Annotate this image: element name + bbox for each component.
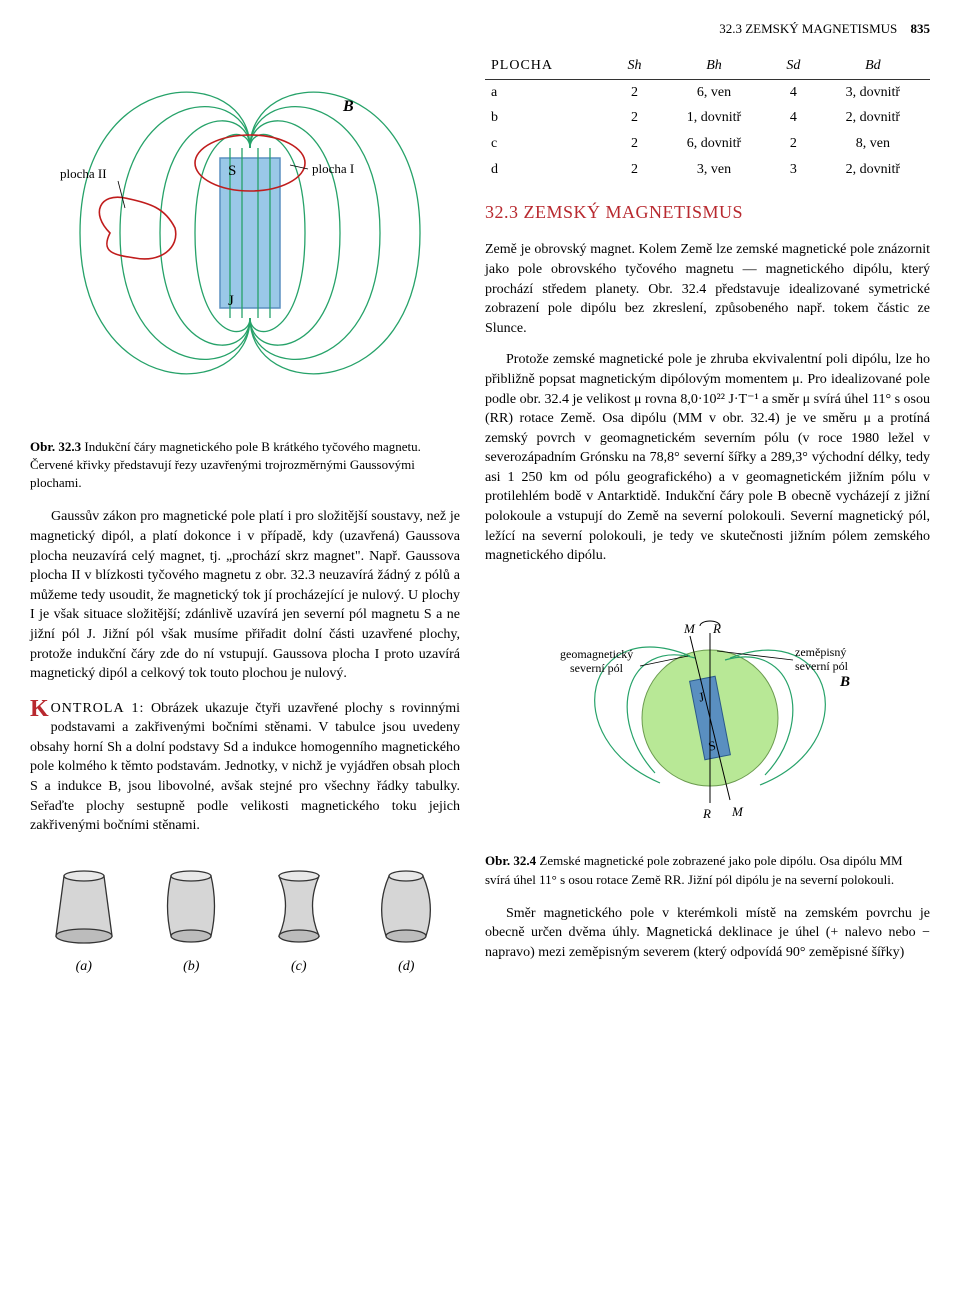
table-row: d 2 3, ven 3 2, dovnitř bbox=[485, 157, 930, 183]
table-row: a 2 6, ven 4 3, dovnitř bbox=[485, 79, 930, 105]
paragraph-gauss: Gaussův zákon pro magnetické pole platí … bbox=[30, 507, 460, 683]
shape-c: (c) bbox=[264, 856, 334, 977]
fig324-label-B: B bbox=[839, 674, 850, 690]
fig324-label-R-bot: R bbox=[702, 806, 711, 821]
shape-d: (d) bbox=[371, 856, 441, 977]
kontrola-text: Obrázek ukazuje čtyři uzavřené plochy s … bbox=[30, 701, 460, 834]
table-row: b 2 1, dovnitř 4 2, dovnitř bbox=[485, 105, 930, 131]
fig323-label-S: S bbox=[228, 163, 236, 179]
fig324-label-M-top: M bbox=[683, 621, 696, 636]
fig323-caption: Obr. 32.3 Indukční čáry magnetického pol… bbox=[30, 438, 460, 493]
fig323-label-plocha1: plocha I bbox=[312, 161, 354, 176]
kontrola-shapes: (a) (b) (c) bbox=[30, 856, 460, 977]
header-section: 32.3 ZEMSKÝ MAGNETISMUS bbox=[719, 21, 897, 36]
figure-32-3: B S J plocha I plocha II bbox=[30, 53, 460, 423]
fig323-label-J: J bbox=[228, 293, 234, 309]
fig324-label-R-top: R bbox=[712, 621, 721, 636]
fig324-caption: Obr. 32.4 Zemské magnetické pole zobraze… bbox=[485, 852, 930, 888]
header-page-num: 835 bbox=[911, 21, 931, 36]
fig323-label-plocha2: plocha II bbox=[60, 166, 107, 181]
kontrola-label: ONTROLA 1: bbox=[51, 701, 145, 716]
paragraph-earth-2: Protože zemské magnetické pole je zhruba… bbox=[485, 350, 930, 566]
shape-a: (a) bbox=[49, 856, 119, 977]
table-row: c 2 6, dovnitř 2 8, ven bbox=[485, 131, 930, 157]
fig324-label-zemsev1: zeměpisný bbox=[795, 645, 846, 659]
fig324-label-zemsev2: severní pól bbox=[795, 659, 849, 673]
paragraph-earth-1: Země je obrovský magnet. Kolem Země lze … bbox=[485, 240, 930, 338]
section-title: 32.3 ZEMSKÝ MAGNETISMUS bbox=[485, 200, 930, 225]
kontrola-table: PLOCHA Sh Bh Sd Bd a 2 6, ven 4 3, dovni… bbox=[485, 53, 930, 182]
kontrola-block: K ONTROLA 1: Obrázek ukazuje čtyři uzavř… bbox=[30, 699, 460, 836]
page-header: 32.3 ZEMSKÝ MAGNETISMUS 835 bbox=[30, 20, 930, 38]
kontrola-k-letter: K bbox=[30, 699, 49, 721]
figure-32-4: J S R M R M geomagnetický severní pól ze… bbox=[485, 578, 915, 838]
fig323-label-B: B bbox=[342, 98, 354, 115]
paragraph-deklinace: Směr magnetického pole v kterémkoli míst… bbox=[485, 904, 930, 963]
table-header-row: PLOCHA Sh Bh Sd Bd bbox=[485, 53, 930, 79]
fig324-label-M-bot: M bbox=[731, 804, 744, 819]
shape-b: (b) bbox=[156, 856, 226, 977]
fig324-label-geosev1: geomagnetický bbox=[560, 647, 633, 661]
fig324-label-geosev2: severní pól bbox=[570, 661, 624, 675]
